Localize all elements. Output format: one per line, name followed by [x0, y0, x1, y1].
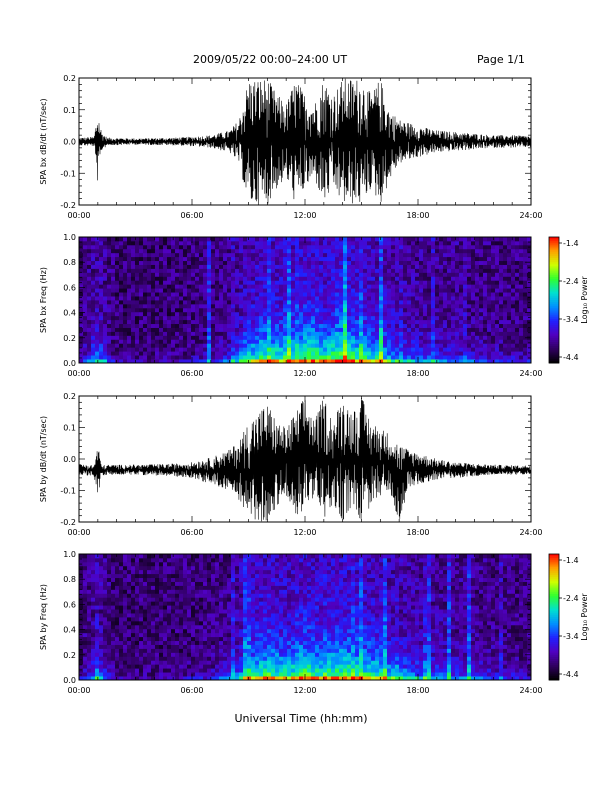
colorbar-tick-label: -2.4	[563, 277, 579, 286]
y-tick-label: 0.0	[63, 138, 76, 147]
x-tick-label: 24:00	[519, 528, 542, 537]
x-tick-label: 00:00	[67, 211, 90, 220]
colorbar-tick-label: -1.4	[563, 556, 579, 565]
y-tick-label: 0.4	[63, 309, 76, 318]
x-tick-label: 12:00	[293, 686, 316, 695]
y-tick-label: 1.0	[63, 550, 76, 559]
x-tick-label: 12:00	[293, 369, 316, 378]
y-tick-label: 0.6	[63, 283, 76, 292]
x-tick-label: 24:00	[519, 686, 542, 695]
panel-4: -1.4 -2.4 -3.4 -4.4 Log₁₀ Power 00:00 06:00 12:…	[39, 550, 589, 695]
y-tick-label: -0.2	[60, 518, 76, 527]
colorbar-label: Log₁₀ Power	[580, 593, 589, 641]
x-tick-label: 12:00	[293, 528, 316, 537]
y-axis-title: SPA by Freq (Hz)	[39, 584, 48, 650]
page-number: Page 1/1	[477, 53, 525, 66]
y-tick-label: 0.1	[63, 424, 76, 433]
x-tick-label: 06:00	[180, 369, 203, 378]
x-axis-title: Universal Time (hh:mm)	[0, 712, 612, 725]
page-title: 2009/05/22 00:00–24:00 UT	[193, 53, 348, 66]
x-tick-label: 06:00	[180, 686, 203, 695]
panel-2: -1.4 -2.4 -3.4 -4.4 Log₁₀ Power 00:00 06:00 12:…	[39, 233, 589, 378]
y-tick-label: 0.8	[63, 575, 76, 584]
colorbar-tick-label: -3.4	[563, 632, 579, 641]
colorbar-tick-label: -2.4	[563, 594, 579, 603]
x-axis-title-text: Universal Time (hh:mm)	[234, 712, 368, 725]
x-tick-label: 18:00	[406, 528, 429, 537]
waveform-series	[79, 78, 531, 205]
y-tick-label: 0.4	[63, 626, 76, 635]
y-tick-label: -0.2	[60, 201, 76, 210]
x-tick-label: 24:00	[519, 369, 542, 378]
colorbar: -1.4 -2.4 -3.4 -4.4 Log₁₀ Power	[548, 236, 589, 364]
y-tick-label: 0.2	[63, 651, 76, 660]
x-tick-label: 24:00	[519, 211, 542, 220]
x-tick-label: 00:00	[67, 369, 90, 378]
y-tick-label: 0.0	[63, 455, 76, 464]
x-tick-label: 00:00	[67, 528, 90, 537]
colorbar-tick-label: -4.4	[563, 353, 579, 362]
y-tick-label: -0.1	[60, 169, 76, 178]
y-tick-label: 0.6	[63, 600, 76, 609]
spectrogram-cells	[79, 237, 532, 364]
colorbar-tick-label: -1.4	[563, 239, 579, 248]
y-tick-label: 0.2	[63, 74, 76, 83]
x-tick-label: 00:00	[67, 686, 90, 695]
x-tick-label: 12:00	[293, 211, 316, 220]
y-tick-label: 0.1	[63, 106, 76, 115]
colorbar-label: Log₁₀ Power	[580, 276, 589, 324]
y-tick-label: 0.2	[63, 334, 76, 343]
x-tick-label: 18:00	[406, 369, 429, 378]
x-tick-label: 18:00	[406, 686, 429, 695]
y-axis-title: SPA by dB/dt (nT/sec)	[39, 416, 48, 502]
y-axis-title: SPA bx Freq (Hz)	[39, 267, 48, 333]
colorbar-tick-label: -3.4	[563, 315, 579, 324]
y-axis-title: SPA bx dB/dt (nT/sec)	[39, 98, 48, 184]
panel-3: 00:00 06:00 12:00 18:00 24:00 0.2 0.1 0.0 -0.1 -0…	[39, 392, 543, 537]
y-tick-label: 0.0	[63, 676, 76, 685]
y-tick-label: 0.2	[63, 392, 76, 401]
colorbar-tick-label: -4.4	[563, 670, 579, 679]
x-tick-label: 18:00	[406, 211, 429, 220]
x-tick-label: 06:00	[180, 211, 203, 220]
y-tick-label: 1.0	[63, 233, 76, 242]
x-tick-label: 06:00	[180, 528, 203, 537]
waveform-series	[79, 397, 531, 522]
colorbar: -1.4 -2.4 -3.4 -4.4 Log₁₀ Power	[548, 553, 589, 681]
y-tick-label: 0.8	[63, 258, 76, 267]
y-tick-label: 0.0	[63, 359, 76, 368]
spectrogram-cells	[79, 554, 532, 681]
panel-1: 00:00 06:00 12:00 18:00 24:00 0.2 0.1 0.0 -0.1 -0…	[39, 74, 543, 220]
y-tick-label: -0.1	[60, 487, 76, 496]
